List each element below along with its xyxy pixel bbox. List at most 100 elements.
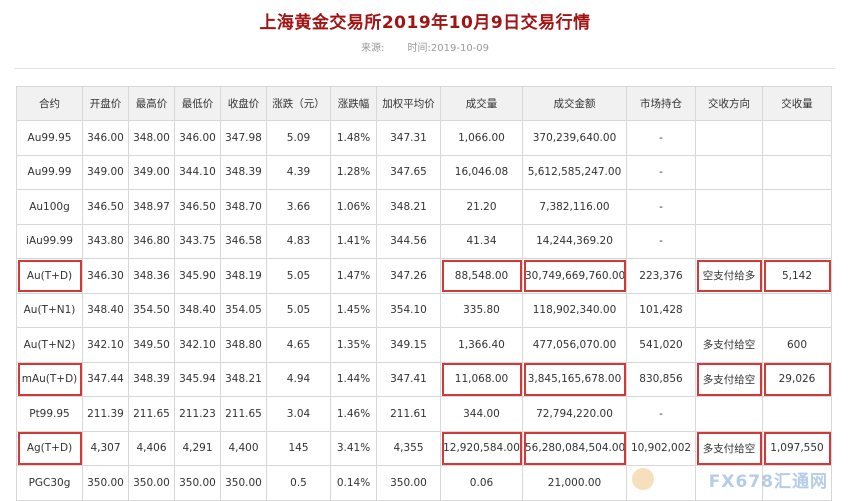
- table-cell: 1.48%: [330, 120, 377, 156]
- column-header: 成交金额: [522, 86, 627, 121]
- table-cell: [762, 292, 832, 328]
- table-cell: 88,548.00: [440, 258, 523, 294]
- table-header-row: 合约 开盘价 最高价 最低价 收盘价 涨跌（元） 涨跌幅 加权平均价 成交量 成交金额 市场持仓 交收…: [16, 86, 832, 121]
- table-cell: 346.80: [128, 223, 175, 259]
- table-cell: 347.44: [82, 361, 129, 397]
- table-cell: 多支付给空: [695, 430, 763, 466]
- table-cell: 347.98: [220, 120, 267, 156]
- table-cell: 1.41%: [330, 223, 377, 259]
- table-cell: 0.06: [440, 465, 523, 501]
- table-cell: 1.44%: [330, 361, 377, 397]
- table-cell: 346.58: [220, 223, 267, 259]
- trading-table: 合约 开盘价 最高价 最低价 收盘价 涨跌（元） 涨跌幅 加权平均价 成交量 成交金额 市场持仓 交收…: [16, 86, 832, 501]
- table-cell: 空支付给多: [695, 258, 763, 294]
- column-header: 开盘价: [82, 86, 129, 121]
- table-cell: 1.28%: [330, 154, 377, 190]
- table-cell: 830,856: [626, 361, 696, 397]
- table-cell: 349.00: [128, 154, 175, 190]
- table-cell: 350.00: [128, 465, 175, 501]
- table-cell: 354.50: [128, 292, 175, 328]
- table-cell: [762, 465, 832, 501]
- table-cell: 348.36: [128, 258, 175, 294]
- table-cell: 348.40: [174, 292, 221, 328]
- table-cell: 348.40: [82, 292, 129, 328]
- table-cell: [762, 120, 832, 156]
- table-cell: 348.97: [128, 189, 175, 225]
- table-cell: 56,280,084,504.00: [522, 430, 627, 466]
- table-cell: 345.90: [174, 258, 221, 294]
- table-cell: Au99.95: [16, 120, 83, 156]
- table-cell: [695, 189, 763, 225]
- table-cell: Au100g: [16, 189, 83, 225]
- table-cell: [762, 223, 832, 259]
- column-header: 交收方向: [695, 86, 763, 121]
- table-cell: 347.65: [376, 154, 441, 190]
- table-cell: 12,920,584.00: [440, 430, 523, 466]
- column-header: 涨跌（元）: [266, 86, 331, 121]
- table-cell: 349.00: [82, 154, 129, 190]
- table-cell: 349.15: [376, 327, 441, 363]
- time-label: 时间:2019-10-09: [407, 43, 490, 54]
- table-cell: 30,749,669,760.00: [522, 258, 627, 294]
- table-cell: 350.00: [376, 465, 441, 501]
- table-cell: 335.80: [440, 292, 523, 328]
- article-meta: 来源: 时间:2019-10-09: [0, 39, 850, 54]
- table-cell: 346.50: [174, 189, 221, 225]
- table-cell: 600: [762, 327, 832, 363]
- table-cell: 5.05: [266, 292, 331, 328]
- table-cell: Pt99.95: [16, 396, 83, 432]
- table-cell: -: [626, 189, 696, 225]
- table-cell: 350.00: [220, 465, 267, 501]
- table-cell: [695, 154, 763, 190]
- table-cell: iAu99.99: [16, 223, 83, 259]
- table-cell: 347.41: [376, 361, 441, 397]
- table-cell: Au(T+N2): [16, 327, 83, 363]
- table-row: Pt99.95 211.39 211.65 211.23 211.65 3.04 1.46%…: [16, 396, 832, 432]
- table-cell: PGC30g: [16, 465, 83, 501]
- table-cell: 145: [266, 430, 331, 466]
- column-header: 最低价: [174, 86, 221, 121]
- table-cell: 343.75: [174, 223, 221, 259]
- table-cell: 223,376: [626, 258, 696, 294]
- table-row: Au99.95 346.00 348.00 346.00 347.98 5.09 1.48%…: [16, 120, 832, 156]
- table-cell: 477,056,070.00: [522, 327, 627, 363]
- table-cell: 346.00: [82, 120, 129, 156]
- table-cell: 21,000.00: [522, 465, 627, 501]
- table-cell: 541,020: [626, 327, 696, 363]
- watermark-logo-icon: [632, 468, 654, 490]
- table-cell: 354.10: [376, 292, 441, 328]
- table-cell: 3.41%: [330, 430, 377, 466]
- table-cell: 350.00: [82, 465, 129, 501]
- table-cell: 1.06%: [330, 189, 377, 225]
- source-label: 来源:: [360, 43, 385, 54]
- table-cell: -: [626, 154, 696, 190]
- table-cell: 342.10: [174, 327, 221, 363]
- table-cell: -: [626, 120, 696, 156]
- table-cell: 0.5: [266, 465, 331, 501]
- table-cell: 5,142: [762, 258, 832, 294]
- table-cell: Au(T+N1): [16, 292, 83, 328]
- table-cell: 5.09: [266, 120, 331, 156]
- table-cell: 342.10: [82, 327, 129, 363]
- table-cell: [762, 189, 832, 225]
- table-cell: 346.30: [82, 258, 129, 294]
- table-cell: 16,046.08: [440, 154, 523, 190]
- table-cell: 1.45%: [330, 292, 377, 328]
- table-cell: 349.50: [128, 327, 175, 363]
- table-cell: 7,382,116.00: [522, 189, 627, 225]
- table-cell: 348.19: [220, 258, 267, 294]
- table-cell: 1,097,550: [762, 430, 832, 466]
- table-cell: 多支付给空: [695, 361, 763, 397]
- table-cell: 348.39: [128, 361, 175, 397]
- table-cell: 1.47%: [330, 258, 377, 294]
- table-cell: 211.39: [82, 396, 129, 432]
- table-cell: 211.65: [128, 396, 175, 432]
- table-cell: 11,068.00: [440, 361, 523, 397]
- table-row: mAu(T+D) 347.44 348.39 345.94 348.21 4.94 1.44…: [16, 361, 832, 397]
- table-cell: [695, 396, 763, 432]
- column-header: 交收量: [762, 86, 832, 121]
- table-cell: 348.00: [128, 120, 175, 156]
- column-header: 成交量: [440, 86, 523, 121]
- table-cell: Au99.99: [16, 154, 83, 190]
- table-cell: 1.46%: [330, 396, 377, 432]
